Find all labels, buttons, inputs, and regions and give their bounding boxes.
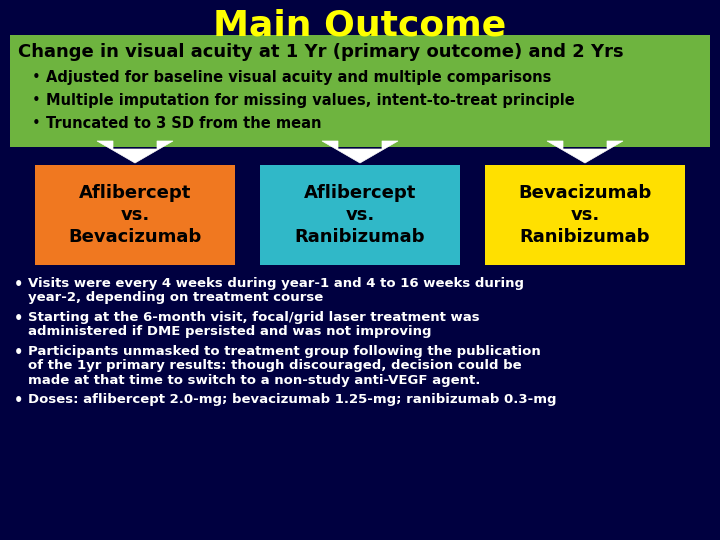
Text: made at that time to switch to a non-study anti-VEGF agent.: made at that time to switch to a non-stu… (28, 374, 480, 387)
Text: Visits were every 4 weeks during year-1 and 4 to 16 weeks during: Visits were every 4 weeks during year-1 … (28, 277, 524, 290)
Text: Multiple imputation for missing values, intent-to-treat principle: Multiple imputation for missing values, … (46, 93, 575, 108)
Text: •: • (14, 345, 23, 360)
Text: Doses: aflibercept 2.0-mg; bevacizumab 1.25-mg; ranibizumab 0.3-mg: Doses: aflibercept 2.0-mg; bevacizumab 1… (28, 394, 557, 407)
Text: Main Outcome: Main Outcome (213, 8, 507, 42)
Text: Aflibercept: Aflibercept (304, 184, 416, 202)
Text: •: • (32, 93, 41, 108)
Text: Truncated to 3 SD from the mean: Truncated to 3 SD from the mean (46, 116, 322, 131)
Text: Aflibercept: Aflibercept (78, 184, 192, 202)
Text: •: • (14, 394, 23, 408)
Text: •: • (14, 277, 23, 292)
Text: of the 1yr primary results: though discouraged, decision could be: of the 1yr primary results: though disco… (28, 360, 521, 373)
Text: Participants unmasked to treatment group following the publication: Participants unmasked to treatment group… (28, 345, 541, 358)
Text: •: • (32, 116, 41, 131)
FancyBboxPatch shape (485, 165, 685, 265)
Text: vs.: vs. (570, 206, 600, 224)
Text: year-2, depending on treatment course: year-2, depending on treatment course (28, 292, 323, 305)
Text: vs.: vs. (346, 206, 374, 224)
Polygon shape (97, 141, 173, 163)
FancyBboxPatch shape (260, 165, 460, 265)
Text: Adjusted for baseline visual acuity and multiple comparisons: Adjusted for baseline visual acuity and … (46, 70, 552, 85)
Text: •: • (32, 70, 41, 85)
Text: Bevacizumab: Bevacizumab (68, 228, 202, 246)
Text: Ranibizumab: Ranibizumab (520, 228, 650, 246)
FancyBboxPatch shape (35, 165, 235, 265)
Polygon shape (547, 141, 623, 163)
Text: administered if DME persisted and was not improving: administered if DME persisted and was no… (28, 326, 431, 339)
Text: Change in visual acuity at 1 Yr (primary outcome) and 2 Yrs: Change in visual acuity at 1 Yr (primary… (18, 43, 624, 61)
Text: vs.: vs. (120, 206, 150, 224)
Polygon shape (322, 141, 398, 163)
Text: Starting at the 6-month visit, focal/grid laser treatment was: Starting at the 6-month visit, focal/gri… (28, 311, 480, 324)
Text: Ranibizumab: Ranibizumab (294, 228, 426, 246)
Text: Bevacizumab: Bevacizumab (518, 184, 652, 202)
FancyBboxPatch shape (10, 35, 710, 147)
Text: •: • (14, 311, 23, 326)
